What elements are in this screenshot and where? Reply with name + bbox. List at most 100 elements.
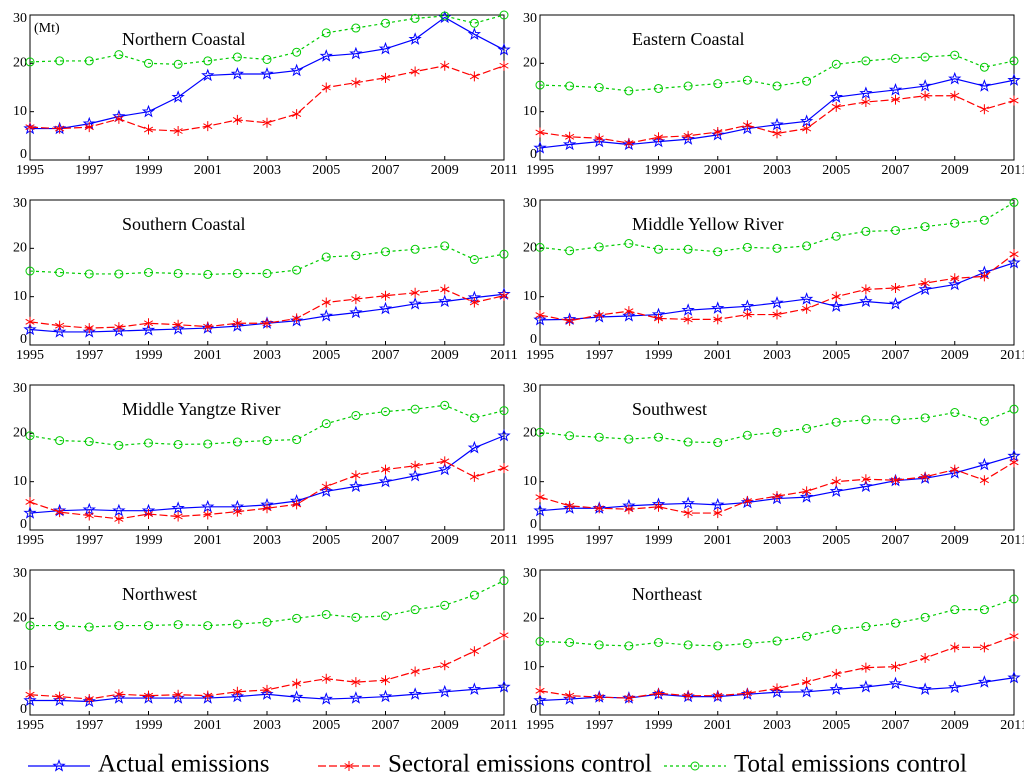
panel-title: Northwest	[122, 584, 197, 604]
series-line: Total emissions control	[30, 580, 505, 628]
circle-marker	[55, 56, 65, 66]
circle-marker	[499, 576, 509, 586]
circle-marker	[469, 590, 479, 600]
star-marker	[948, 465, 962, 479]
circle-marker	[713, 79, 723, 89]
asterisk-marker	[321, 82, 331, 93]
star-marker	[497, 679, 511, 693]
circle-marker	[321, 252, 331, 262]
circle-marker	[144, 58, 153, 68]
circle-marker	[1009, 594, 1019, 604]
x-tick-label: 2011	[490, 718, 517, 733]
star-marker	[319, 309, 333, 322]
asterisk-marker	[950, 642, 960, 653]
circle-marker	[891, 225, 900, 235]
series-line: Sectoral emissions control	[539, 461, 1015, 514]
y-tick-label: 20	[523, 56, 537, 71]
x-tick-label: 2009	[431, 163, 459, 178]
asterisk-marker	[173, 689, 183, 700]
x-tick-label: 2003	[253, 348, 281, 363]
circle-marker	[469, 18, 479, 28]
star-marker	[977, 675, 992, 688]
star-marker	[23, 322, 37, 336]
asterisk-marker	[594, 692, 604, 703]
legend-label: Total emissions control	[734, 751, 967, 778]
asterisk-marker	[143, 509, 154, 520]
asterisk-marker	[380, 72, 391, 83]
circle-marker	[499, 10, 509, 20]
star-marker	[681, 132, 695, 145]
x-tick-label: 2001	[194, 533, 222, 548]
circle-marker	[469, 413, 479, 423]
x-tick-label: 2009	[431, 348, 459, 363]
y-tick-label: 20	[13, 56, 27, 71]
asterisk-marker	[565, 500, 575, 511]
y-tick-label: 0	[530, 332, 537, 347]
asterisk-marker	[499, 463, 509, 474]
x-tick-label: 2009	[941, 533, 969, 548]
star-marker	[592, 134, 606, 148]
circle-marker	[861, 622, 871, 632]
circle-marker	[203, 269, 213, 279]
star-marker	[378, 474, 393, 488]
star-marker	[378, 689, 393, 703]
star-marker	[948, 277, 962, 291]
asterisk-marker	[203, 121, 213, 132]
asterisk-marker	[410, 460, 420, 471]
panel-title: Eastern Coastal	[632, 29, 744, 49]
asterisk-marker	[84, 510, 94, 521]
asterisk-marker	[831, 476, 841, 487]
circle-marker	[920, 52, 930, 62]
x-tick-label: 2011	[1000, 533, 1024, 548]
asterisk-marker	[742, 688, 752, 699]
circle-marker	[1009, 404, 1019, 414]
circle-marker	[950, 605, 960, 615]
x-tick-label: 1995	[526, 163, 554, 178]
asterisk-marker	[802, 486, 812, 497]
star-marker	[711, 127, 725, 141]
circle-marker	[831, 231, 841, 241]
circle-marker	[861, 415, 871, 425]
asterisk-marker	[55, 123, 65, 134]
circle-marker	[381, 18, 390, 28]
star-marker	[408, 32, 422, 45]
x-tick-label: 2005	[822, 718, 850, 733]
circle-marker	[802, 241, 812, 251]
circle-marker	[25, 57, 35, 67]
circle-marker	[565, 431, 575, 441]
circle-marker	[440, 400, 450, 410]
asterisk-marker	[203, 509, 213, 520]
asterisk-marker	[594, 503, 604, 514]
y-tick-label: 10	[523, 474, 537, 489]
x-tick-label: 2005	[822, 163, 850, 178]
asterisk-marker	[861, 97, 871, 107]
panel: 0 10 20 30 1995 1997 1999 2001 2003 2005 2007 2009 2…	[13, 10, 518, 178]
circle-marker	[565, 81, 575, 91]
circle-marker	[594, 242, 604, 252]
y-tick-label: 30	[13, 566, 27, 581]
asterisk-marker	[1009, 631, 1019, 642]
circle-marker	[742, 242, 752, 252]
star-marker	[349, 46, 363, 60]
x-tick-label: 1997	[75, 718, 103, 733]
circle-marker	[292, 435, 302, 445]
asterisk-marker	[380, 675, 391, 686]
star-marker	[859, 294, 873, 308]
star-marker	[799, 114, 814, 127]
star-marker	[171, 691, 185, 704]
series-line: Sectoral emissions control	[539, 253, 1015, 322]
star-marker	[438, 462, 452, 476]
circle-marker	[831, 59, 841, 69]
asterisk-marker	[25, 496, 35, 507]
y-tick-label: 0	[20, 332, 27, 347]
asterisk-marker	[469, 471, 479, 482]
asterisk-marker	[114, 689, 124, 700]
asterisk-marker	[469, 297, 479, 308]
circle-marker	[950, 218, 960, 228]
star-marker	[23, 693, 37, 707]
star-marker	[467, 682, 482, 696]
circle-marker	[713, 247, 723, 257]
x-tick-label: 2009	[431, 718, 459, 733]
asterisk-marker	[25, 689, 35, 700]
